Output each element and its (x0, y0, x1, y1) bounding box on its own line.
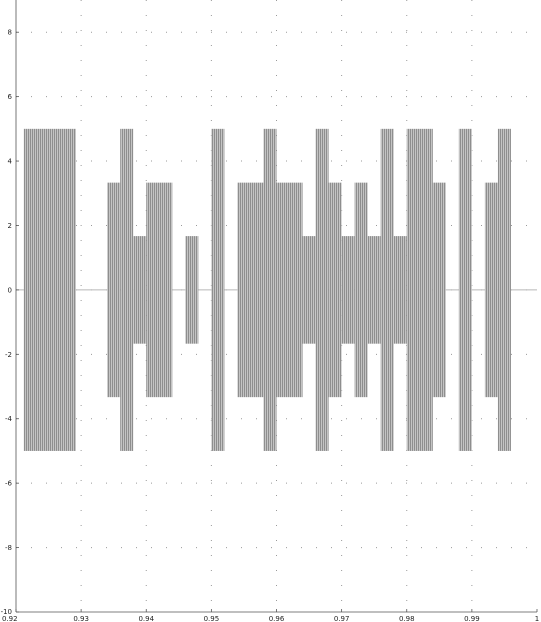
x-tick-label: 1 (535, 615, 539, 622)
signal-segment (484, 182, 498, 398)
signal-segment (23, 128, 76, 451)
y-tick-label: -2 (5, 351, 12, 359)
signal-segment (120, 128, 134, 451)
x-tick-label: 0.99 (464, 615, 480, 622)
x-tick-label: 0.96 (269, 615, 285, 622)
signal-segment (497, 128, 511, 451)
y-tick-label: 2 (8, 222, 12, 230)
signal-segment (107, 182, 121, 398)
x-tick-label: 0.94 (138, 615, 154, 622)
signal-segment (315, 128, 329, 451)
signal-segment (380, 128, 394, 451)
y-tick-label: 6 (8, 93, 13, 101)
signal-segment (328, 182, 342, 398)
signal-segment (146, 182, 173, 398)
y-tick-label: -6 (5, 480, 13, 488)
x-tick-label: 0.93 (73, 615, 89, 622)
y-tick-label: 0 (8, 286, 12, 294)
y-tick-label: 8 (8, 29, 12, 37)
ticks: 0.92 0.93 0.94 0.95 0.96 0.97 0.98 0.99 1 8 6 4 2 0 -2… (1, 29, 540, 622)
signal-segment (276, 182, 303, 398)
y-tick-label: -4 (5, 415, 13, 423)
y-tick-label: -8 (5, 544, 12, 552)
signal-segment (185, 236, 199, 344)
x-tick-label: 0.92 (2, 615, 18, 622)
signal-segment (263, 128, 277, 451)
x-tick-label: 0.95 (204, 615, 220, 622)
signal-segment (406, 128, 433, 451)
grid (16, 0, 537, 612)
signal-segment (211, 128, 225, 451)
plot-area (16, 128, 537, 451)
y-tick-label: -10 (1, 608, 12, 616)
signal-segment (341, 236, 355, 344)
y-tick-label: 4 (8, 158, 13, 166)
signal-segment (367, 236, 381, 344)
signal-segment (237, 182, 264, 398)
signal-segment (302, 236, 316, 344)
x-tick-label: 0.98 (399, 615, 415, 622)
signal-segment (133, 236, 147, 344)
signal-segment (432, 182, 446, 398)
signal-segment (458, 128, 472, 451)
signal-segment (354, 182, 368, 398)
x-tick-label: 0.97 (334, 615, 350, 622)
signal-segment (393, 236, 407, 344)
